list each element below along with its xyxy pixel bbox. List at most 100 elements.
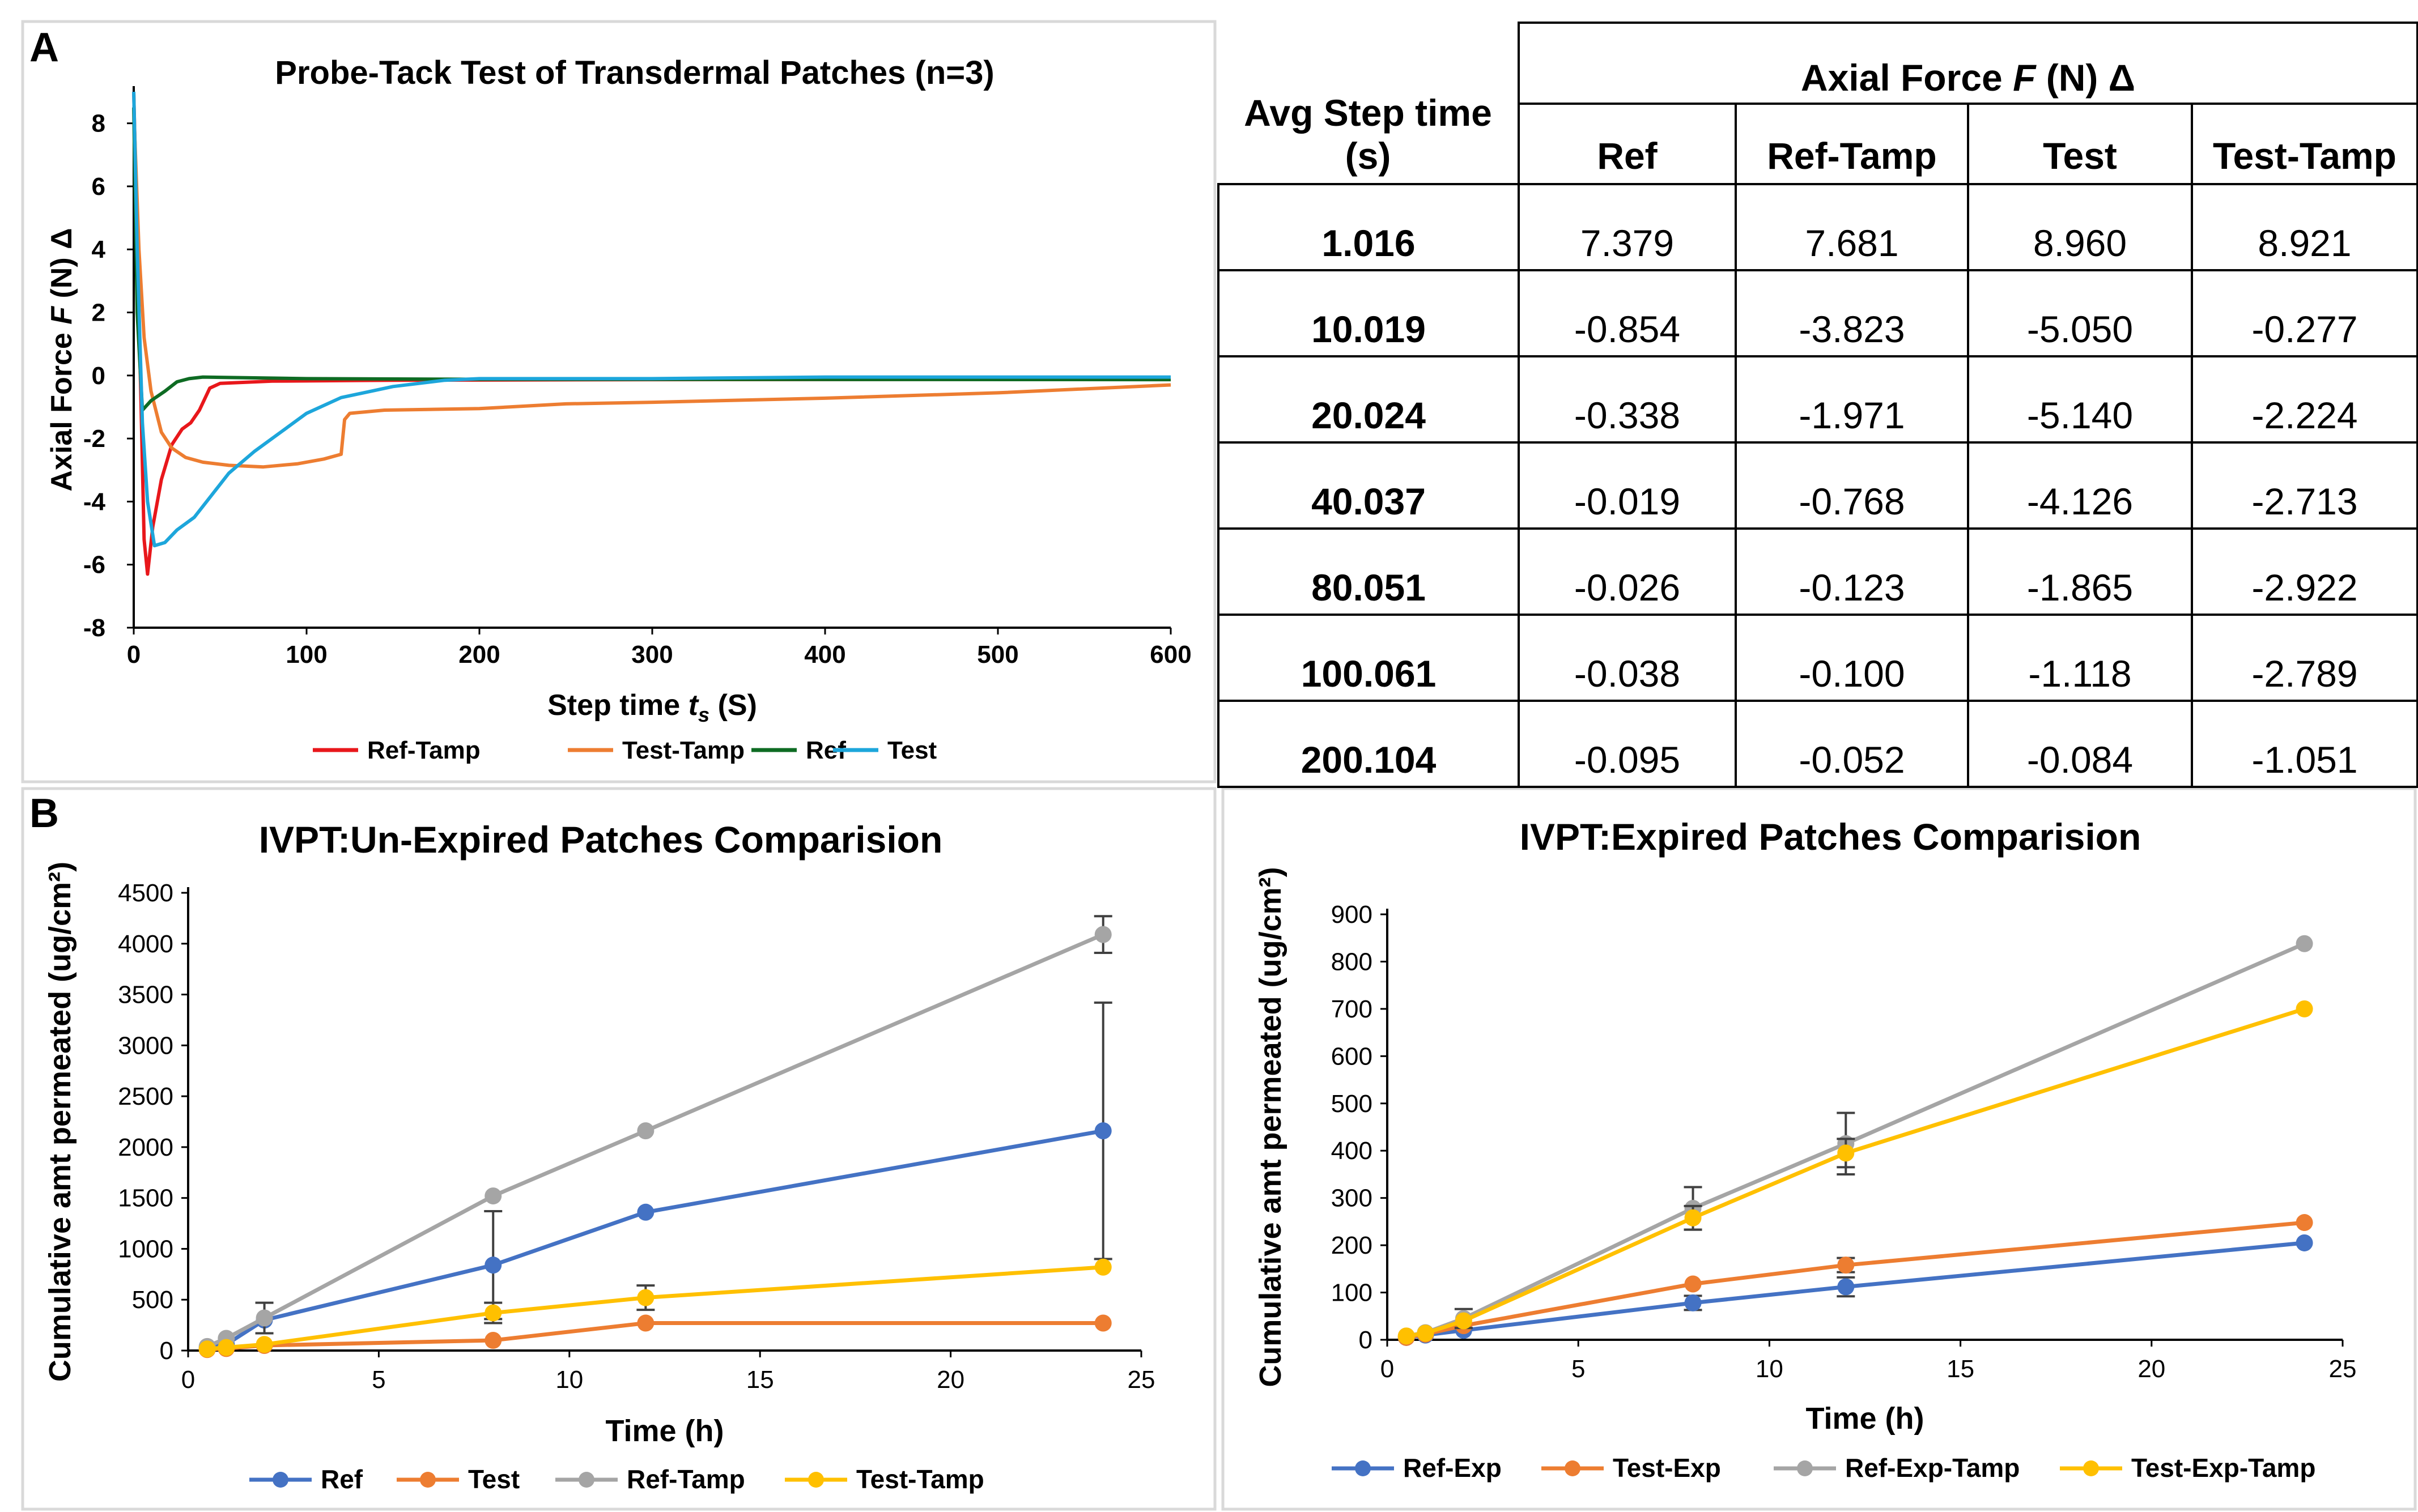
x-tick-label: 20 xyxy=(2137,1355,2165,1383)
table-row: 40.037 -0.019 -0.768 -4.126 -2.713 xyxy=(1217,441,2418,530)
data-point xyxy=(637,1289,655,1306)
data-point xyxy=(637,1122,655,1140)
x-tick-label: 500 xyxy=(977,641,1018,668)
legend-label: Test xyxy=(887,736,937,764)
series-line-ref-exp-tamp xyxy=(1406,942,2305,1338)
table-row-header: 20.024 xyxy=(1217,355,1520,444)
x-axis-label: Time (h) xyxy=(605,1414,724,1448)
table-cell: -0.084 xyxy=(1967,700,2193,788)
y-axis-label: Cumulative amt permeated (ug/cm²) xyxy=(1253,867,1287,1387)
y-tick-label: 2000 xyxy=(118,1134,173,1161)
table-row: 10.019 -0.854 -3.823 -5.050 -0.277 xyxy=(1217,269,2418,357)
table-cell: -5.050 xyxy=(1967,269,2193,357)
legend-marker xyxy=(579,1472,594,1488)
table-row-header: 100.061 xyxy=(1217,614,1520,702)
legend-label: Ref xyxy=(321,1464,363,1494)
x-tick-label: 0 xyxy=(181,1366,195,1394)
y-tick-label: 900 xyxy=(1331,901,1372,929)
table-row: 100.061 -0.038 -0.100 -1.118 -2.789 xyxy=(1217,614,2418,702)
table-row-header: 10.019 xyxy=(1217,269,1520,357)
x-tick-label: 600 xyxy=(1150,641,1191,668)
x-tick-label: 200 xyxy=(458,641,500,668)
table-cell: 7.379 xyxy=(1518,183,1737,271)
table-row-header: 1.016 xyxy=(1217,183,1520,271)
table-cell: -1.865 xyxy=(1967,527,2193,616)
probe-tack-chart: Probe-Tack Test of Transdermal Patches (… xyxy=(45,54,1192,764)
data-point xyxy=(1397,1327,1415,1345)
x-tick-label: 15 xyxy=(746,1366,774,1394)
data-point xyxy=(1417,1324,1434,1342)
y-tick-label: 4000 xyxy=(118,930,173,958)
x-tick-label: 15 xyxy=(1947,1355,1974,1383)
table-col-header: Test-Tamp xyxy=(2190,103,2418,185)
table-row-header: 40.037 xyxy=(1217,441,1520,530)
legend-label: Ref-Exp-Tamp xyxy=(1845,1453,2020,1483)
data-point xyxy=(198,1340,216,1358)
y-tick-label: 3500 xyxy=(118,981,173,1009)
y-tick-label: 1000 xyxy=(118,1235,173,1263)
panel-a-label: A xyxy=(29,25,59,70)
panel-b-left-frame xyxy=(21,787,1217,1511)
table-cell: -0.338 xyxy=(1518,355,1737,444)
data-point xyxy=(1094,1314,1112,1332)
y-tick-label: 0 xyxy=(160,1337,173,1365)
x-tick-label: 10 xyxy=(1756,1355,1783,1383)
table-group-header: Axial Force F (N) Δ xyxy=(1517,22,2418,105)
data-point xyxy=(2296,1000,2313,1017)
table-cell: -0.277 xyxy=(2190,269,2418,357)
table-cell: -0.854 xyxy=(1518,269,1737,357)
y-tick-label: 800 xyxy=(1331,948,1372,976)
data-point xyxy=(256,1309,273,1327)
table-cell: -1.118 xyxy=(1967,614,2193,702)
table-cell: -1.051 xyxy=(2190,700,2418,788)
legend-marker xyxy=(1797,1460,1813,1476)
data-point xyxy=(485,1332,502,1349)
x-tick-label: 0 xyxy=(127,641,141,668)
table-cell: -2.789 xyxy=(2190,614,2418,702)
table-cell: -3.823 xyxy=(1735,269,1969,357)
legend-marker xyxy=(1355,1460,1371,1476)
x-tick-label: 25 xyxy=(1128,1366,1155,1394)
table-row-header: 80.051 xyxy=(1217,527,1520,616)
data-point xyxy=(1837,1257,1855,1274)
series-line-test-tamp xyxy=(207,1265,1103,1351)
legend-label: Test xyxy=(468,1464,520,1494)
x-tick-label: 10 xyxy=(555,1366,583,1394)
data-point xyxy=(256,1336,273,1353)
panel-b-label: B xyxy=(29,791,59,836)
y-tick-label: 3000 xyxy=(118,1032,173,1059)
series-line-ref xyxy=(132,107,1171,412)
legend-marker xyxy=(273,1472,288,1488)
chart-title: Probe-Tack Test of Transdermal Patches (… xyxy=(275,54,994,91)
data-point xyxy=(637,1314,655,1332)
panel-b-right-frame xyxy=(1221,787,2417,1511)
x-tick-label: 5 xyxy=(372,1366,385,1394)
series-line-ref-tamp xyxy=(132,91,1171,576)
table-cell: -0.026 xyxy=(1518,527,1737,616)
y-tick-label: 300 xyxy=(1331,1185,1372,1212)
y-tick-label: 8 xyxy=(92,110,105,138)
table-row: 20.024 -0.338 -1.971 -5.140 -2.224 xyxy=(1217,355,2418,444)
table-row: 80.051 -0.026 -0.123 -1.865 -2.922 xyxy=(1217,527,2418,616)
table-cell: -2.922 xyxy=(2190,527,2418,616)
data-point xyxy=(1094,926,1112,943)
y-tick-label: 500 xyxy=(1331,1090,1372,1118)
axial-force-table: Avg Step time (s) Axial Force F (N) Δ Re… xyxy=(1217,22,2418,788)
legend-marker xyxy=(1565,1460,1580,1476)
table-cell: 8.960 xyxy=(1967,183,2193,271)
data-point xyxy=(218,1339,235,1356)
legend-marker xyxy=(420,1472,436,1488)
data-point xyxy=(1684,1209,1702,1226)
table-corner-header: Avg Step time (s) xyxy=(1218,23,1520,185)
y-tick-label: -6 xyxy=(83,551,105,579)
y-tick-label: 4 xyxy=(92,236,106,263)
chart-title: IVPT:Expired Patches Comparision xyxy=(1520,816,2141,858)
table-cell: -0.019 xyxy=(1518,441,1737,530)
table-cell: -5.140 xyxy=(1967,355,2193,444)
data-point xyxy=(1684,1294,1702,1311)
data-point xyxy=(1837,1144,1855,1162)
table-cell: -0.100 xyxy=(1735,614,1969,702)
y-tick-label: 2500 xyxy=(118,1083,173,1110)
table-col-header: Ref xyxy=(1518,103,1737,185)
